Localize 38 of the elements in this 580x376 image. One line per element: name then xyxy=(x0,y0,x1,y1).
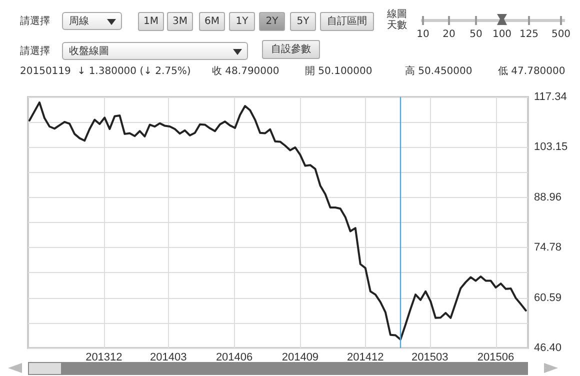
text: 低 47.780000 xyxy=(498,66,566,77)
text: 1Y xyxy=(229,12,255,31)
x-tick-label: 201312 xyxy=(86,352,122,364)
x-tick-label: 201403 xyxy=(150,352,187,364)
text: 3M xyxy=(167,12,193,31)
text: 20 xyxy=(442,29,456,40)
y-tick-label: 88.96 xyxy=(534,191,562,204)
x-tick-label: 201409 xyxy=(282,352,319,364)
text: 開 50.100000 xyxy=(305,66,372,77)
x-tick-label: 201406 xyxy=(216,352,253,364)
text: 100 xyxy=(492,29,512,40)
text: 1M xyxy=(138,12,164,31)
text: 500 xyxy=(551,29,571,40)
x-tick-label: 201412 xyxy=(347,352,384,364)
text: 自設參數 xyxy=(262,40,320,59)
text: 125 xyxy=(519,29,539,40)
text: 5Y xyxy=(290,12,316,31)
text: 線圖天數 xyxy=(387,9,408,31)
text: 收 48.790000 xyxy=(212,66,280,77)
text: 10 xyxy=(416,29,430,40)
text: 2Y xyxy=(259,12,285,31)
text: 請選擇 xyxy=(20,16,50,27)
text: 周線 xyxy=(62,12,122,30)
text: 收盤線圖 xyxy=(62,42,248,60)
text: 20150119 ↓ 1.380000 (↓ 2.75%) xyxy=(20,66,191,77)
text: 高 50.450000 xyxy=(405,66,472,77)
line-series xyxy=(28,101,527,341)
y-tick-label: 103.15 xyxy=(534,141,568,154)
x-tick-label: 201506 xyxy=(477,352,514,364)
y-tick-label: 74.78 xyxy=(534,242,562,254)
y-tick-label: 117.34 xyxy=(534,91,567,103)
y-tick-label: 60.59 xyxy=(534,292,562,304)
text: 6M xyxy=(199,12,225,31)
text: 自訂區間 xyxy=(320,12,374,31)
text: 50 xyxy=(468,29,484,40)
text: 請選擇 xyxy=(20,46,50,57)
x-tick-label: 201503 xyxy=(412,352,448,364)
y-tick-label: 46.40 xyxy=(534,342,562,354)
